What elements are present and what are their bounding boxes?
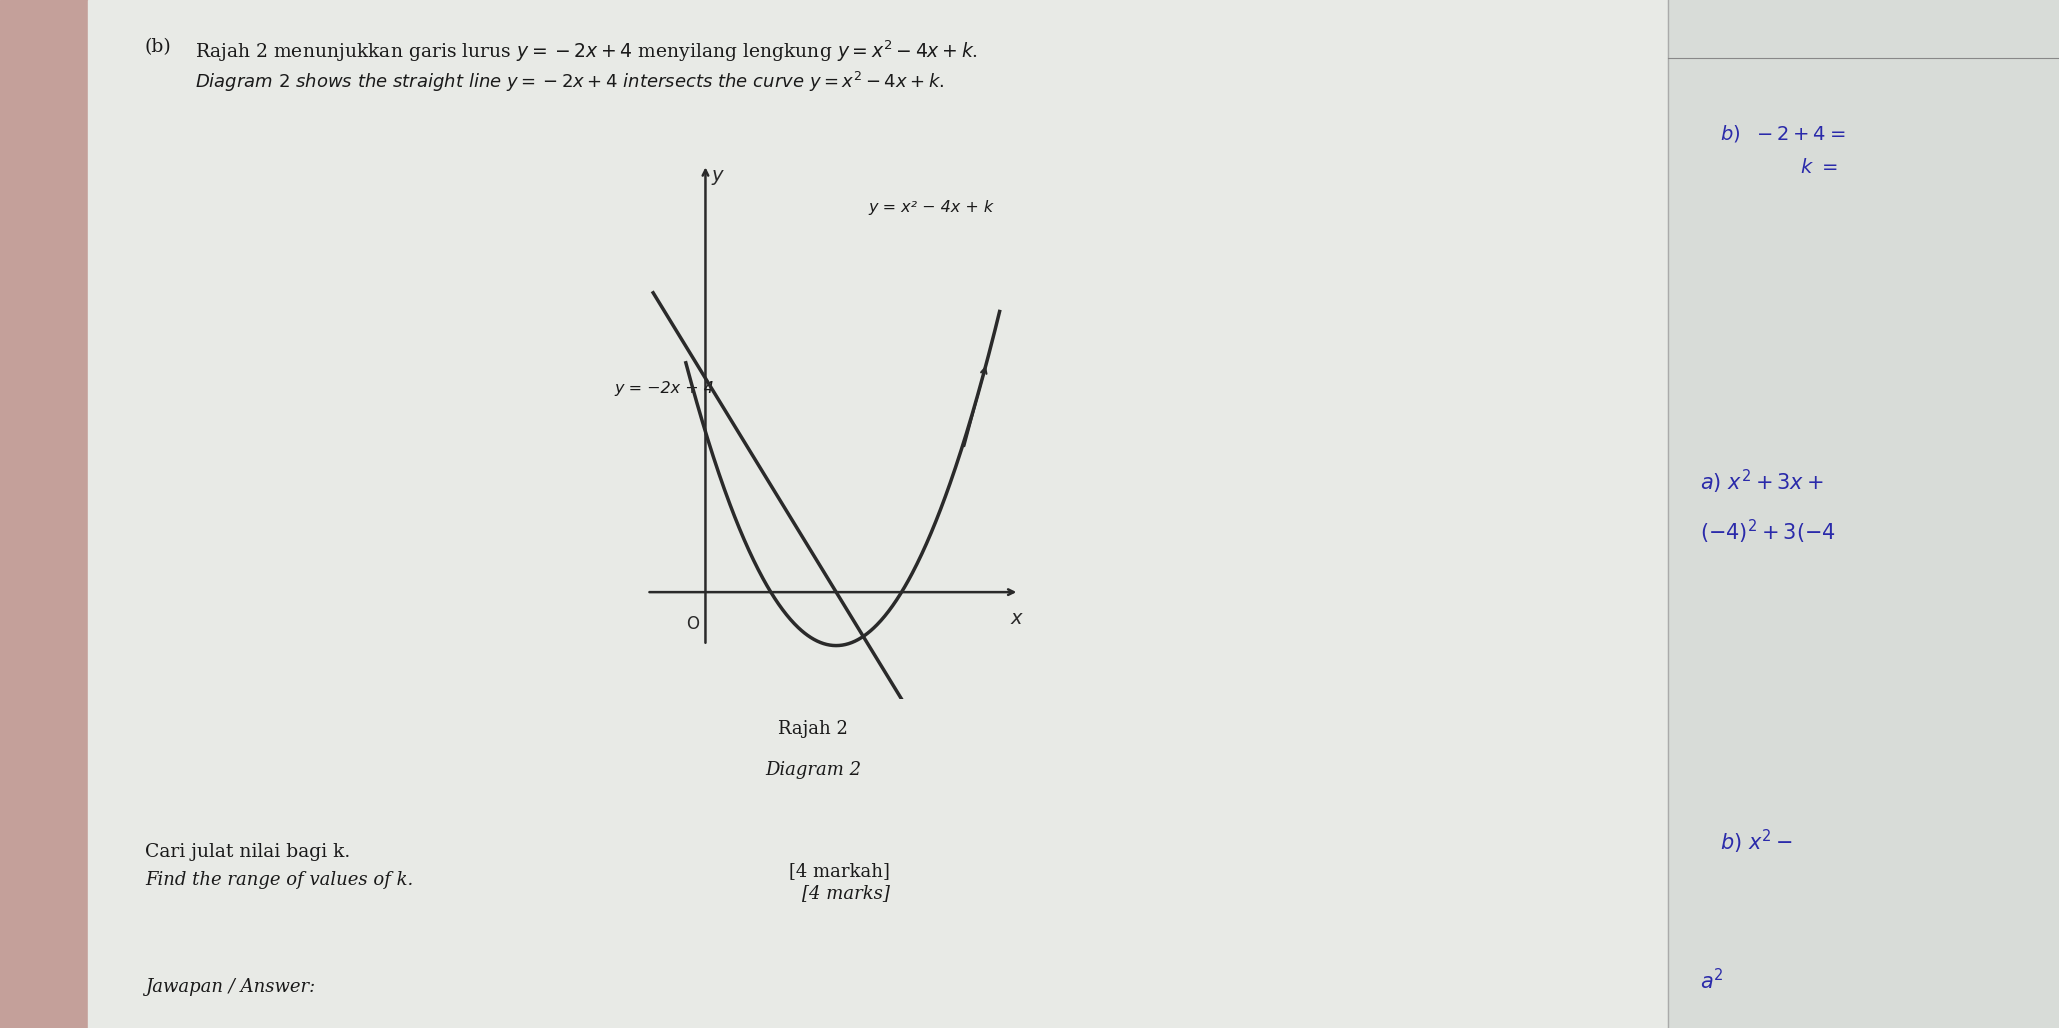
Text: Diagram 2: Diagram 2 bbox=[766, 761, 861, 779]
Text: y: y bbox=[712, 166, 723, 185]
Text: Jawapan / Answer:: Jawapan / Answer: bbox=[144, 978, 315, 996]
Text: (b): (b) bbox=[144, 38, 171, 56]
Text: y = −2x + 4: y = −2x + 4 bbox=[614, 381, 714, 397]
Text: $a)\ x^2+3x+$: $a)\ x^2+3x+$ bbox=[1701, 468, 1824, 497]
Text: O: O bbox=[686, 615, 698, 633]
Text: $b)\ x^2-$: $b)\ x^2-$ bbox=[1719, 828, 1793, 856]
Text: $b)\ \ -2+4=$: $b)\ \ -2+4=$ bbox=[1719, 123, 1845, 144]
Text: Cari julat nilai bagi k.: Cari julat nilai bagi k. bbox=[144, 843, 350, 861]
Text: [4 marks]: [4 marks] bbox=[803, 884, 889, 903]
Text: $(-4)^2+3(-4$: $(-4)^2+3(-4$ bbox=[1701, 518, 1837, 546]
Text: [4 markah]: [4 markah] bbox=[789, 862, 889, 880]
Text: y = x² − 4x + k: y = x² − 4x + k bbox=[869, 199, 994, 215]
Text: Rajah 2: Rajah 2 bbox=[778, 720, 848, 738]
Text: x: x bbox=[1011, 610, 1021, 628]
Text: $k\ =$: $k\ =$ bbox=[1800, 158, 1839, 177]
Text: $a^2\ $: $a^2\ $ bbox=[1701, 968, 1723, 993]
Bar bbox=[0, 0, 89, 1028]
Text: $Diagram\ 2\ shows\ the\ straight\ line\ y=-2x+4\ intersects\ the\ curve\ y=x^2-: $Diagram\ 2\ shows\ the\ straight\ line\… bbox=[196, 70, 945, 95]
Text: Rajah 2 menunjukkan garis lurus $y=-2x+4$ menyilang lengkung $y=x^2-4x+k$.: Rajah 2 menunjukkan garis lurus $y=-2x+4… bbox=[196, 38, 978, 64]
Bar bbox=[89, 0, 1668, 1028]
Text: Find the range of values of k.: Find the range of values of k. bbox=[144, 871, 414, 889]
Bar bbox=[1668, 0, 2059, 1028]
